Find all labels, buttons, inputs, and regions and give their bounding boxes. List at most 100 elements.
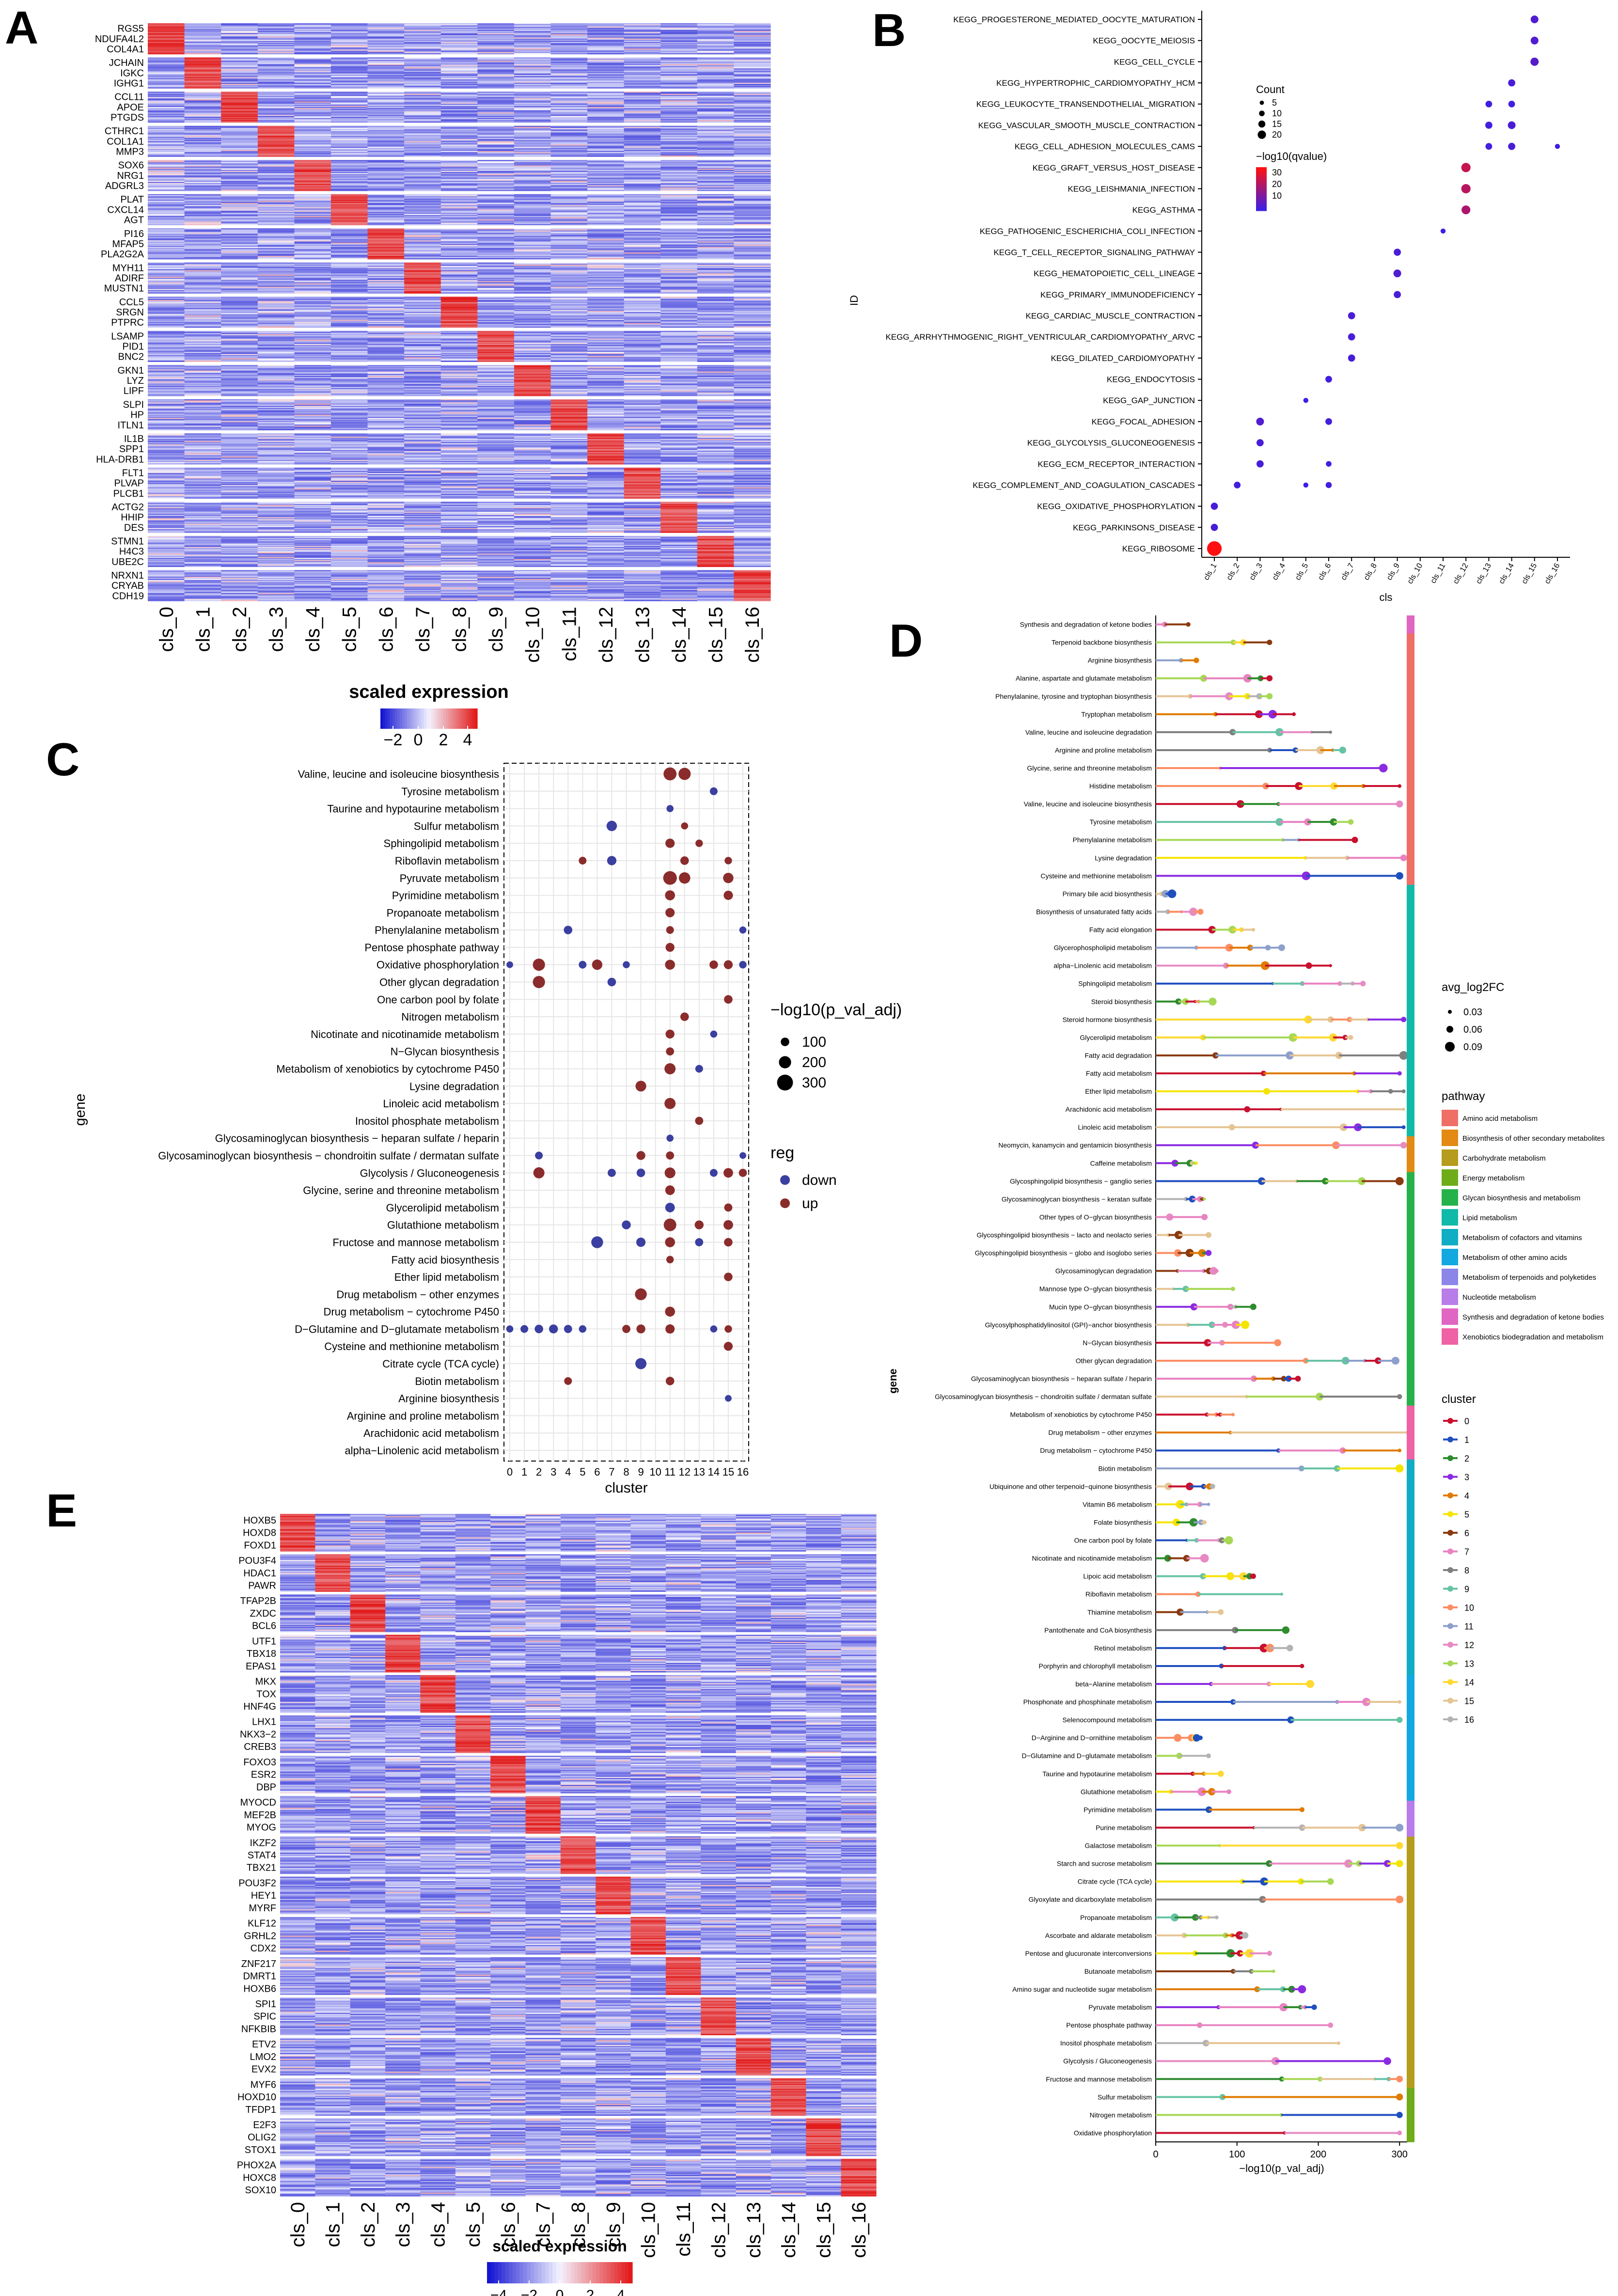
heatmap-cell <box>440 262 478 264</box>
heatmap-cell <box>221 278 258 280</box>
heatmap-cell <box>440 241 478 243</box>
heatmap-cell <box>514 228 551 230</box>
heatmap-cell <box>734 82 771 84</box>
heatmap-cell <box>477 301 515 303</box>
heatmap-cell <box>148 214 185 216</box>
heatmap-cell <box>624 228 661 230</box>
heatmap-cell <box>734 236 771 237</box>
heatmap-cell <box>514 112 551 114</box>
heatmap-cell <box>734 350 771 352</box>
heatmap-cell <box>148 66 185 68</box>
heatmap-cell <box>697 206 734 208</box>
heatmap-cell <box>697 80 734 82</box>
heatmap-cell <box>660 228 698 230</box>
heatmap-cell <box>294 126 331 127</box>
heatmap-cell <box>440 174 478 176</box>
heatmap-cell <box>734 126 771 127</box>
heatmap-cell <box>404 292 441 294</box>
heatmap-cell <box>404 344 441 346</box>
heatmap-cell <box>367 326 405 328</box>
heatmap-cell <box>440 74 478 76</box>
heatmap-cell <box>477 246 515 248</box>
heatmap-cell <box>221 166 258 168</box>
heatmap-cell <box>734 187 771 189</box>
heatmap-cell <box>184 153 221 155</box>
heatmap-cell <box>697 250 734 252</box>
heatmap-cell <box>148 198 185 200</box>
heatmap-cell <box>624 253 661 255</box>
heatmap-cell <box>367 138 405 140</box>
heatmap-cell <box>257 330 295 332</box>
heatmap-cell <box>257 302 295 304</box>
heatmap-cell <box>330 351 368 353</box>
heatmap-cell <box>587 257 625 259</box>
heatmap-cell <box>148 36 185 38</box>
heatmap-cell <box>660 347 698 349</box>
heatmap-cell <box>624 151 661 153</box>
heatmap-cell <box>148 164 185 166</box>
heatmap-cell <box>550 213 588 215</box>
heatmap-cell <box>660 195 698 197</box>
heatmap-cell <box>257 216 295 218</box>
heatmap-cell <box>587 285 625 287</box>
heatmap-cell <box>184 60 221 61</box>
heatmap-cell <box>330 177 368 179</box>
heatmap-cell <box>697 32 734 34</box>
heatmap-cell <box>734 99 771 101</box>
heatmap-cell <box>550 206 588 208</box>
heatmap-cell <box>294 163 331 165</box>
heatmap-cell <box>294 80 331 82</box>
heatmap-cell <box>148 337 185 339</box>
heatmap-cell <box>734 69 771 71</box>
heatmap-cell <box>477 347 515 349</box>
heatmap-cell <box>587 326 625 328</box>
heatmap-cell <box>148 94 185 96</box>
heatmap-cell <box>221 222 258 224</box>
heatmap-cell <box>367 113 405 115</box>
heatmap-cell <box>404 353 441 354</box>
heatmap-cell <box>550 118 588 120</box>
heatmap-cell <box>734 228 771 230</box>
heatmap-cell <box>734 210 771 212</box>
heatmap-cell <box>624 24 661 26</box>
heatmap-cell <box>440 196 478 198</box>
heatmap-cell <box>440 338 478 340</box>
heatmap-cell <box>514 105 551 107</box>
heatmap-cell <box>294 139 331 141</box>
heatmap-cell <box>294 196 331 198</box>
heatmap-cell <box>624 234 661 236</box>
heatmap-cell <box>514 73 551 75</box>
heatmap-cell <box>404 183 441 185</box>
heatmap-cell <box>624 144 661 146</box>
heatmap-cell <box>587 349 625 351</box>
heatmap-cell <box>440 272 478 274</box>
heatmap-cell <box>477 237 515 239</box>
heatmap-cell <box>367 142 405 144</box>
heatmap-cell <box>440 113 478 115</box>
heatmap-cell <box>734 337 771 339</box>
heatmap-cell <box>587 203 625 204</box>
heatmap-cell <box>697 253 734 255</box>
heatmap-cell <box>404 99 441 101</box>
heatmap-cell <box>477 121 515 123</box>
heatmap-cell <box>440 322 478 324</box>
heatmap-cell <box>257 210 295 212</box>
heatmap-cell <box>734 318 771 320</box>
heatmap-cell <box>477 128 515 129</box>
heatmap-cell <box>294 222 331 224</box>
heatmap-cell <box>697 291 734 293</box>
heatmap-cell <box>257 131 295 133</box>
heatmap-cell <box>660 325 698 327</box>
heatmap-cell <box>404 307 441 309</box>
heatmap-cell <box>477 252 515 254</box>
heatmap-cell <box>440 48 478 50</box>
heatmap-cell <box>734 112 771 114</box>
heatmap-cell <box>294 49 331 51</box>
heatmap-cell <box>294 26 331 28</box>
heatmap-cell <box>184 117 221 119</box>
heatmap-cell <box>294 145 331 147</box>
heatmap-cell <box>148 253 185 255</box>
heatmap-cell <box>624 242 661 244</box>
heatmap-cell <box>221 238 258 240</box>
heatmap-cell <box>624 113 661 115</box>
